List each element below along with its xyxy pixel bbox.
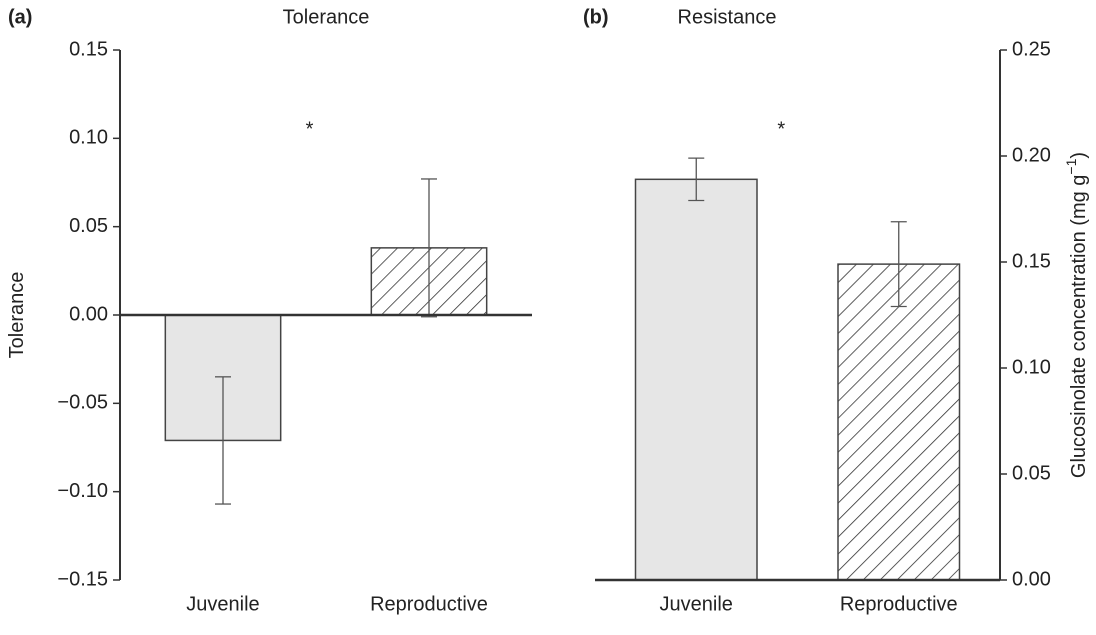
x-tick-label: Reproductive bbox=[370, 593, 488, 615]
y-axis-label-text: Tolerance bbox=[6, 272, 28, 359]
y-tick-label: −0.15 bbox=[57, 568, 108, 590]
y-tick-label: 0.10 bbox=[69, 127, 108, 149]
y-tick-label: 0.20 bbox=[1012, 144, 1051, 166]
y-tick-label: 0.25 bbox=[1012, 38, 1051, 60]
y-tick-label: 0.15 bbox=[1012, 250, 1051, 272]
y-axis-label: Tolerance bbox=[6, 272, 28, 359]
y-tick-label: −0.05 bbox=[57, 392, 108, 414]
y-tick-label: 0.05 bbox=[1012, 462, 1051, 484]
y-tick-label: 0.10 bbox=[1012, 356, 1051, 378]
y-axis-label-superscript: −1 bbox=[1063, 158, 1079, 174]
x-tick-label: Juvenile bbox=[186, 593, 259, 615]
x-tick-label: Juvenile bbox=[660, 593, 733, 615]
chart-title: Tolerance bbox=[283, 6, 370, 28]
y-tick-label: 0.15 bbox=[69, 38, 108, 60]
annotation: * bbox=[777, 118, 785, 140]
annotation: * bbox=[306, 118, 314, 140]
y-axis-label-text: Glucosinolate concentration (mg g bbox=[1068, 175, 1090, 479]
panel-label: (a) bbox=[8, 6, 32, 28]
x-tick-label: Reproductive bbox=[840, 593, 958, 615]
y-tick-label: 0.00 bbox=[69, 303, 108, 325]
bar bbox=[837, 263, 961, 581]
bar bbox=[634, 178, 758, 581]
y-tick-label: 0.00 bbox=[1012, 568, 1051, 590]
chart-title: Resistance bbox=[678, 6, 777, 28]
y-tick-label: −0.10 bbox=[57, 480, 108, 502]
y-tick-label: 0.05 bbox=[69, 215, 108, 237]
y-axis-label: Glucosinolate concentration (mg g−1) bbox=[1063, 152, 1091, 478]
panel-label: (b) bbox=[583, 6, 609, 28]
y-axis-label-suffix: ) bbox=[1068, 152, 1090, 159]
